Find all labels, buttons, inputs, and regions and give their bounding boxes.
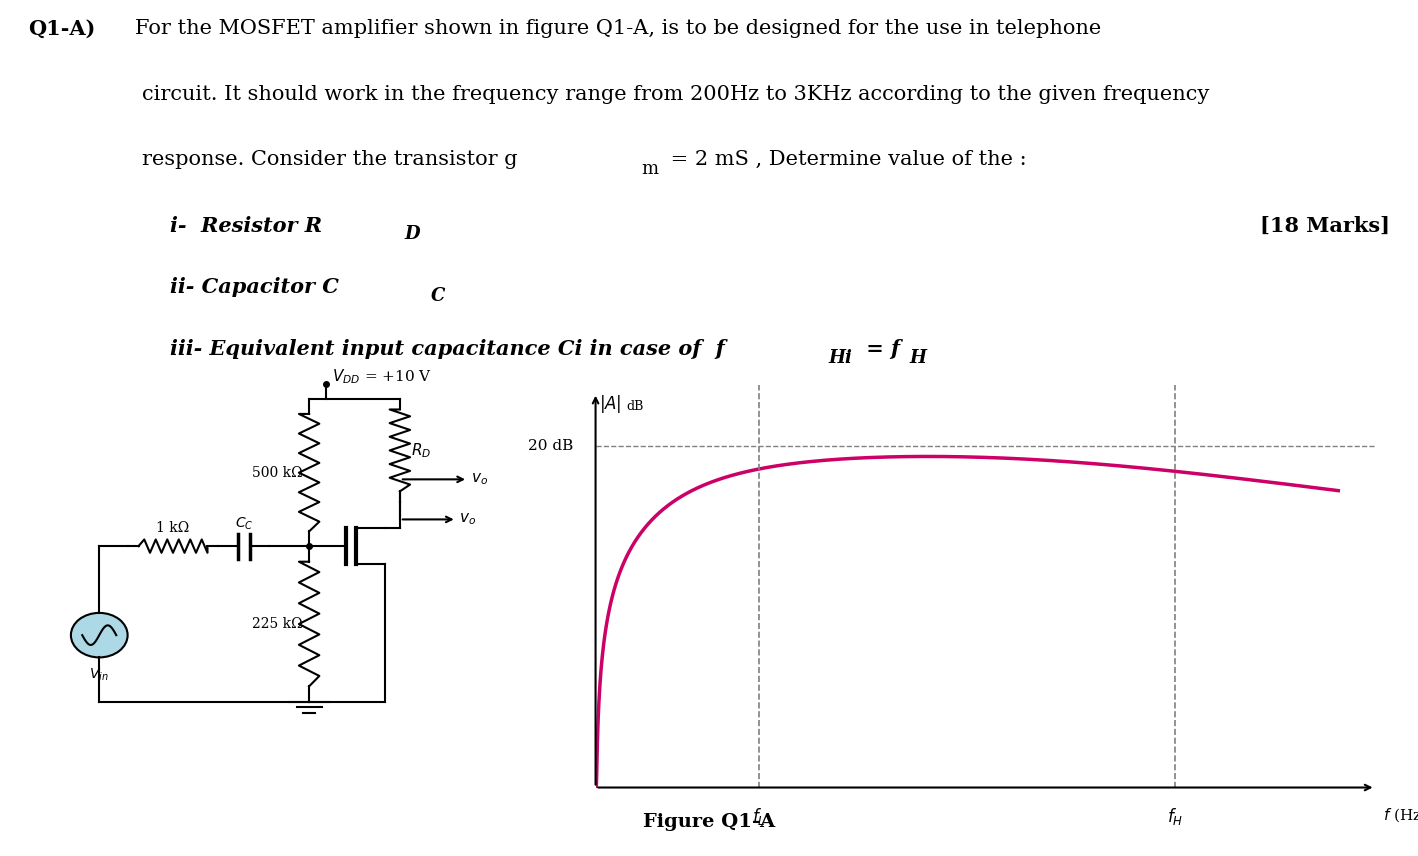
Text: $f_L$: $f_L$ (752, 806, 766, 828)
Text: 20 dB: 20 dB (527, 439, 573, 453)
Text: $f$ (Hz): $f$ (Hz) (1383, 806, 1418, 824)
Text: H: H (909, 348, 926, 366)
Text: = f: = f (859, 339, 900, 359)
Text: $v_o$: $v_o$ (471, 472, 488, 487)
Text: 1 kΩ: 1 kΩ (156, 521, 190, 535)
Text: iii- Equivalent input capacitance Ci in case of  f: iii- Equivalent input capacitance Ci in … (170, 339, 725, 359)
Text: ii- Capacitor C: ii- Capacitor C (170, 277, 339, 297)
Text: [18 Marks]: [18 Marks] (1259, 216, 1390, 235)
Text: $R_D$: $R_D$ (411, 441, 431, 460)
Text: 500 kΩ: 500 kΩ (252, 466, 303, 479)
Text: $v_o$: $v_o$ (459, 512, 476, 527)
Text: i-  Resistor R: i- Resistor R (170, 216, 322, 235)
Text: dB: dB (627, 401, 644, 413)
Text: circuit. It should work in the frequency range from 200Hz to 3KHz according to t: circuit. It should work in the frequency… (142, 85, 1210, 104)
Circle shape (71, 613, 128, 657)
Text: 225 kΩ: 225 kΩ (252, 617, 303, 631)
Text: $C_C$: $C_C$ (234, 515, 254, 532)
Text: C: C (431, 287, 445, 305)
Text: Q1-A): Q1-A) (28, 20, 96, 39)
Text: Hi: Hi (828, 348, 852, 366)
Text: For the MOSFET amplifier shown in figure Q1-A, is to be designed for the use in : For the MOSFET amplifier shown in figure… (135, 20, 1100, 39)
Text: Figure Q1-A: Figure Q1-A (642, 812, 776, 831)
Text: $f_H$: $f_H$ (1167, 806, 1183, 828)
Text: response. Consider the transistor g: response. Consider the transistor g (142, 151, 518, 169)
Text: $V_{in}$: $V_{in}$ (89, 666, 109, 683)
Text: m: m (641, 160, 658, 178)
Text: D: D (404, 225, 420, 243)
Text: $V_{DD}$ = +10 V: $V_{DD}$ = +10 V (332, 367, 432, 386)
Text: $|A|$: $|A|$ (600, 393, 621, 415)
Text: = 2 mS , Determine value of the :: = 2 mS , Determine value of the : (664, 151, 1027, 169)
